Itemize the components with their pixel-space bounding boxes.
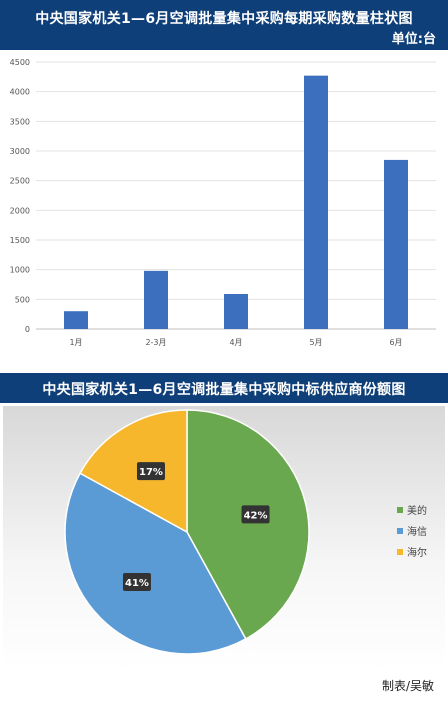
x-tick-label: 4月 [229,338,242,347]
bar [304,75,328,329]
pie-chart-header: 中央国家机关1—6月空调批量集中采购中标供应商份额图 [0,373,448,403]
credit-text: 制表/吴敏 [381,679,434,693]
y-tick-label: 2000 [10,206,30,215]
bar-chart: 0 500 1000 1500 2000 2500 3000 3500 4000 4500 1月 2-… [0,50,448,372]
bar-chart-unit: 单位:台 [391,32,436,47]
legend-label: 美的 [407,504,427,517]
bar [144,270,168,329]
pie-chart: 42% 41% 17% 美的海信海尔 [3,406,445,671]
pie-slice [79,409,188,534]
slice-label: 17% [139,467,163,478]
slice-label-box [136,462,165,481]
slice-label-box [241,505,270,524]
x-tick-label: 1月 [69,338,82,347]
y-tick-label: 3000 [10,147,30,156]
legend-swatch [397,528,403,534]
legend-swatch [397,507,403,513]
x-tick-label: 6月 [389,338,402,347]
y-tick-label: 4000 [10,88,30,97]
slice-label: 42% [244,510,268,521]
pie-slice [64,472,247,655]
bar [384,159,408,329]
bar [224,293,248,329]
slice-label: 41% [125,578,149,589]
bar-chart-svg: 0 500 1000 1500 2000 2500 3000 3500 4000 4500 1月 2-… [10,58,436,347]
legend-swatch [397,549,403,555]
y-tick-label: 1000 [10,266,30,275]
y-tick-label: 0 [25,325,30,334]
y-tick-label: 500 [15,295,30,304]
y-tick-label: 1500 [10,236,30,245]
y-tick-label: 2500 [10,177,30,186]
bar [64,311,88,329]
x-tick-label: 5月 [309,338,322,347]
y-tick-label: 4500 [10,58,30,67]
pie-slice [186,409,310,640]
bar-chart-title: 中央国家机关1—6月空调批量集中采购每期采购数量柱状图 [35,11,413,27]
pie-chart-title: 中央国家机关1—6月空调批量集中采购中标供应商份额图 [42,382,406,398]
x-tick-label: 2-3月 [145,338,166,347]
bar-chart-header: 中央国家机关1—6月空调批量集中采购每期采购数量柱状图 单位:台 [0,0,448,50]
slice-label-box [122,573,151,592]
y-tick-label: 3500 [10,117,30,126]
legend-label: 海信 [407,525,427,538]
legend-label: 海尔 [407,546,427,559]
